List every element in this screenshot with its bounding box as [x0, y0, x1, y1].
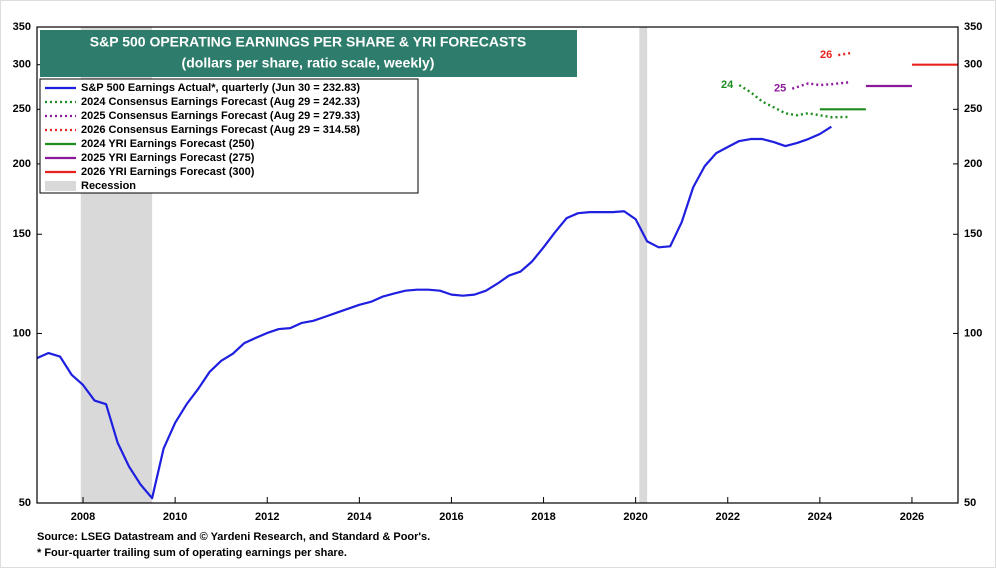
- x-tick-label: 2018: [531, 511, 555, 523]
- note: * Four-quarter trailing sum of operating…: [37, 547, 347, 559]
- legend-label: 2026 YRI Earnings Forecast (300): [81, 166, 255, 178]
- y-tick-label: 150: [964, 228, 982, 240]
- series-line: [838, 51, 851, 57]
- chart-subtitle: (dollars per share, ratio scale, weekly): [182, 55, 435, 71]
- x-tick-label: 2012: [255, 511, 279, 523]
- y-tick-label: 200: [964, 158, 982, 170]
- series-line: [738, 84, 851, 119]
- legend-label: 2025 YRI Earnings Forecast (275): [81, 152, 255, 164]
- x-tick-label: 2016: [439, 511, 463, 523]
- y-tick-label: 350: [13, 21, 31, 33]
- series-tag: 25: [774, 83, 786, 95]
- series-line: [791, 80, 851, 90]
- legend-label: Recession: [81, 180, 136, 192]
- y-tick-label: 50: [964, 497, 976, 509]
- y-tick-label: 200: [13, 158, 31, 170]
- recession-band: [639, 27, 648, 503]
- y-tick-label: 250: [13, 103, 31, 115]
- note: Source: LSEG Datastream and © Yardeni Re…: [37, 531, 430, 543]
- legend-swatch: [45, 181, 76, 191]
- x-tick-label: 2024: [808, 511, 833, 523]
- y-tick-label: 350: [964, 21, 982, 33]
- y-tick-label: 300: [13, 59, 31, 71]
- series-line: [36, 125, 832, 500]
- y-tick-label: 50: [19, 497, 31, 509]
- y-tick-label: 300: [964, 59, 982, 71]
- legend-label: 2025 Consensus Earnings Forecast (Aug 29…: [81, 110, 360, 122]
- y-tick-label: 150: [13, 228, 31, 240]
- x-tick-label: 2010: [163, 511, 187, 523]
- legend-label: 2024 YRI Earnings Forecast (250): [81, 138, 255, 150]
- x-tick-label: 2026: [900, 511, 924, 523]
- series-tag: 24: [721, 79, 734, 91]
- y-tick-label: 100: [964, 327, 982, 339]
- legend-label: 2024 Consensus Earnings Forecast (Aug 29…: [81, 96, 360, 108]
- x-tick-label: 2022: [716, 511, 740, 523]
- legend-box: [39, 78, 419, 194]
- legend: S&P 500 Earnings Actual*, quarterly (Jun…: [45, 82, 360, 192]
- legend-label: S&P 500 Earnings Actual*, quarterly (Jun…: [81, 82, 360, 94]
- x-tick-label: 2008: [71, 511, 95, 523]
- x-tick-label: 2014: [347, 511, 372, 523]
- y-tick-label: 250: [964, 103, 982, 115]
- series-tag: 26: [820, 49, 832, 61]
- x-tick-label: 2020: [623, 511, 647, 523]
- legend-label: 2026 Consensus Earnings Forecast (Aug 29…: [81, 124, 360, 136]
- chart-title: S&P 500 OPERATING EARNINGS PER SHARE & Y…: [90, 34, 526, 50]
- title-box: [40, 30, 577, 77]
- y-tick-label: 100: [13, 327, 31, 339]
- plot-border: [36, 26, 959, 504]
